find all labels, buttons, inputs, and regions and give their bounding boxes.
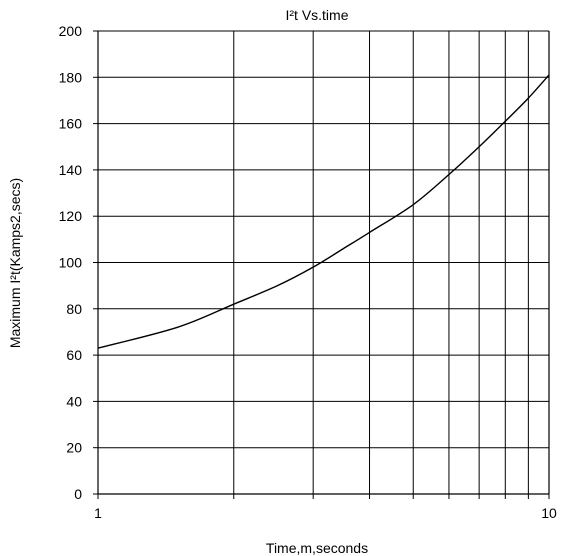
y-tick-label: 140 <box>59 162 83 178</box>
plot-area <box>97 74 550 349</box>
x-axis-label: Time,m,seconds <box>266 540 368 556</box>
y-tick-label: 100 <box>59 255 83 271</box>
y-axis-label: Maximum I²t(Kamps2,secs) <box>7 178 23 348</box>
y-tick-label: 180 <box>59 69 83 85</box>
x-tick-label: 1 <box>94 505 102 521</box>
y-tick-label: 160 <box>59 116 83 132</box>
y-tick-label: 80 <box>66 301 82 317</box>
y-tick-label: 0 <box>74 486 82 502</box>
y-tick-label: 120 <box>59 208 83 224</box>
series-line <box>97 74 550 349</box>
y-tick-label: 20 <box>66 440 82 456</box>
chart-title: I²t Vs.time <box>285 7 348 23</box>
x-tick-label: 10 <box>541 505 557 521</box>
y-tick-label: 200 <box>59 23 83 39</box>
grid <box>93 30 550 499</box>
tick-labels: 0 20 40 60 80 100 120 140 160 180 200 1 10 <box>59 23 557 521</box>
y-tick-label: 40 <box>66 393 82 409</box>
y-tick-label: 60 <box>66 347 82 363</box>
